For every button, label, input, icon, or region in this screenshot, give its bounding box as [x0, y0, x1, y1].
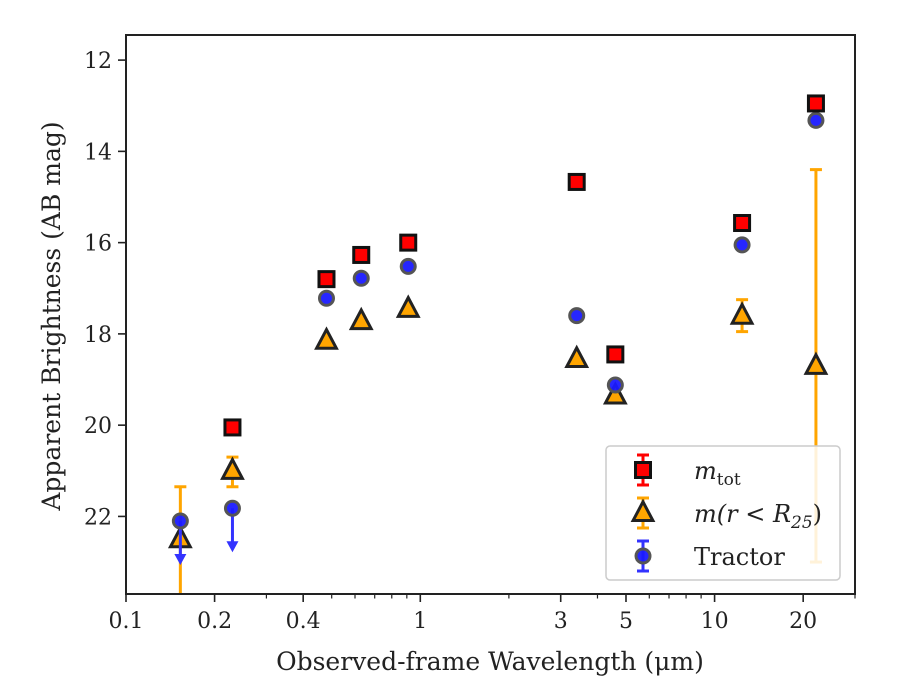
data-points [167, 94, 829, 594]
y-axis-label: Apparent Brightness (AB mag) [37, 121, 66, 511]
x-tick-label: 0.1 [109, 609, 144, 634]
legend-marker [634, 547, 652, 565]
data-point [220, 456, 245, 480]
legend-marker [630, 498, 656, 523]
series-tractor [171, 111, 825, 565]
x-tick-label: 0.4 [286, 609, 321, 634]
data-point [395, 294, 421, 318]
legend-label-main: m(r < R [694, 500, 791, 528]
data-point [733, 214, 752, 233]
legend-item: Tractor [634, 539, 785, 573]
data-point [806, 94, 825, 113]
y-tick-label: 18 [84, 323, 112, 348]
y-tick-label: 16 [84, 232, 112, 257]
legend-item: mtot [634, 453, 741, 490]
data-point [606, 345, 625, 364]
data-point [803, 351, 829, 375]
y-tick-label: 22 [84, 505, 112, 530]
data-point [314, 326, 339, 350]
data-point [733, 236, 751, 254]
data-point [348, 306, 374, 331]
data-point [564, 344, 590, 369]
legend-label: mtot [694, 457, 741, 490]
legend-box [605, 445, 841, 581]
data-point [399, 257, 417, 275]
legend-item: m(r < R25) [630, 496, 822, 533]
legend-label-tail: ) [813, 500, 822, 528]
data-point [317, 270, 336, 289]
data-point [223, 499, 241, 517]
plot-frame [125, 34, 856, 595]
legend-label-main: m [694, 457, 717, 485]
upper-limit-head [174, 553, 187, 565]
legend-label: Tractor [694, 543, 785, 571]
data-point [399, 233, 418, 252]
x-tick-label: 3 [554, 609, 568, 634]
x-tick-label: 1 [413, 609, 427, 634]
upper-limit-head [226, 541, 239, 553]
legend-label-main: Tractor [694, 543, 785, 571]
x-axis-label: Observed-frame Wavelength (μm) [276, 647, 704, 676]
data-point [567, 172, 586, 191]
data-point [352, 269, 370, 287]
legend-label-sub: 25 [790, 513, 813, 533]
series-m-tot [223, 94, 825, 437]
y-tick-label: 12 [84, 49, 112, 74]
y-tick-label: 14 [84, 140, 112, 165]
legend-label: m(r < R25) [694, 500, 822, 533]
x-tick-label: 0.2 [197, 609, 232, 634]
plot-area [167, 94, 829, 594]
data-point [223, 418, 242, 437]
x-tick-label: 10 [701, 609, 729, 634]
axes: 0.1 0.2 0.4 1 3 5 10 20 12 14 16 18 20 22 [84, 34, 856, 634]
legend-marker [634, 461, 652, 479]
data-point [317, 289, 335, 307]
x-tick-label: 5 [619, 609, 633, 634]
data-point [729, 301, 755, 325]
data-point [807, 111, 825, 129]
legend-label-sub: tot [717, 470, 741, 490]
legend: mtot m(r < R25) Tractor [605, 445, 841, 581]
data-point [602, 381, 628, 405]
data-point [352, 245, 371, 264]
x-tick-label: 20 [789, 609, 817, 634]
y-tick-label: 20 [84, 414, 112, 439]
data-point [606, 376, 624, 394]
data-point [171, 512, 189, 530]
data-point [568, 307, 586, 325]
